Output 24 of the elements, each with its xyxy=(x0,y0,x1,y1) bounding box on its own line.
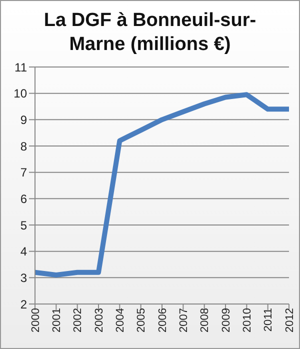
chart-title: La DGF à Bonneuil-sur-Marne (millions €) xyxy=(42,9,258,57)
y-tick-label: 10 xyxy=(14,86,28,101)
x-tick-label: 2007 xyxy=(178,308,190,332)
x-tick-label: 2011 xyxy=(262,308,275,332)
y-tick-label: 4 xyxy=(20,244,28,259)
y-tick-label: 9 xyxy=(20,112,28,127)
x-tick-label: 2001 xyxy=(50,308,63,332)
y-tick-label: 11 xyxy=(14,60,28,74)
y-tick-label: 7 xyxy=(20,166,28,180)
x-tick-label: 2008 xyxy=(199,308,212,332)
y-tick-label: 8 xyxy=(20,139,28,154)
y-tick-label: 6 xyxy=(20,192,28,206)
x-tick-label: 2003 xyxy=(93,308,106,332)
x-tick-label: 2012 xyxy=(284,308,296,332)
x-tick-label: 2002 xyxy=(72,308,84,332)
x-tick-label: 2010 xyxy=(241,308,254,332)
x-tick-label: 2000 xyxy=(30,308,42,332)
x-tick-label: 2005 xyxy=(136,308,148,332)
y-tick-label: 5 xyxy=(20,218,28,232)
x-tick-label: 2006 xyxy=(156,308,169,332)
y-tick-label: 3 xyxy=(20,270,28,285)
x-tick-label: 2004 xyxy=(114,308,126,332)
y-tick-label: 2 xyxy=(20,297,28,312)
x-tick-label: 2009 xyxy=(220,308,232,332)
